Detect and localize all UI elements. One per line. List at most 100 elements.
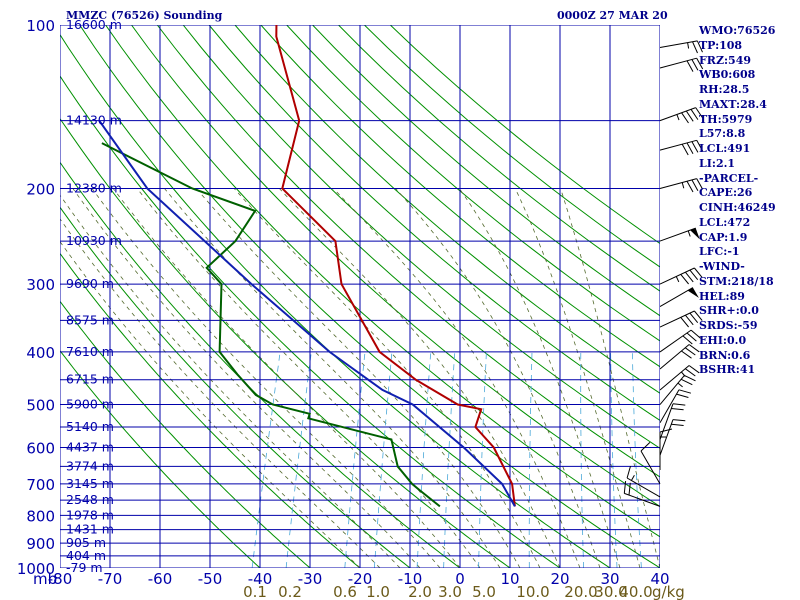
temperature-line (275, 25, 516, 507)
chart-title: MMZC (76526) Sounding (66, 9, 223, 22)
height-label: 10930 m (66, 233, 122, 248)
moist-adiabat (514, 188, 641, 568)
height-label: 8575 m (66, 312, 114, 327)
height-label: 1978 m (66, 507, 114, 522)
barb-feather (690, 109, 699, 120)
height-label: 5900 m (66, 397, 114, 412)
moist-adiabat (333, 188, 581, 568)
height-label: 4437 m (66, 440, 114, 455)
barb-feather (686, 180, 694, 193)
temperature-tick-label: -70 (98, 570, 123, 588)
wind-barb (659, 428, 673, 471)
wind-barb (659, 329, 701, 353)
parameter-item: BRN:0.6 (699, 348, 751, 362)
barb-feather (691, 141, 699, 153)
height-label: 12380 m (66, 180, 122, 195)
plot-background-lines (60, 25, 660, 568)
wind-barb (659, 310, 703, 328)
parameter-item: LFC:-1 (699, 245, 740, 259)
barb-feather (689, 312, 699, 324)
parameter-item: SRDS:-59 (699, 319, 758, 332)
barb-feather (688, 365, 700, 374)
wind-barb (659, 178, 704, 193)
barb-feather (680, 274, 689, 285)
pressure-tick-label: 200 (26, 180, 55, 198)
barb-feather (682, 335, 693, 345)
dry-adiabat (105, 25, 660, 538)
mixing-ratio-line (344, 351, 366, 568)
mixing-ratio-label: 20.0 (564, 583, 597, 600)
sounding-time: 0000Z 27 MAR 20 (557, 9, 668, 22)
moist-adiabat (60, 218, 381, 568)
barb-feather (684, 374, 696, 382)
mixing-ratio-line (374, 351, 393, 568)
wind-barb (626, 465, 661, 498)
barb-feather (691, 59, 699, 71)
parameter-item: LI:2.1 (699, 156, 736, 170)
moist-adiabat (233, 188, 541, 568)
mixing-ratio-label: 2.0 (408, 583, 432, 600)
wind-barb (659, 287, 699, 307)
parameter-item: FRZ:549 (699, 53, 752, 67)
moist-adiabat (136, 188, 481, 568)
parameter-item: -WIND- (699, 260, 745, 273)
barb-feather (688, 344, 700, 353)
barb-feather (689, 269, 699, 281)
wind-barb (659, 365, 700, 391)
mixing-ratio-line (251, 351, 281, 568)
moist-adiabat (60, 240, 361, 568)
parameter-item: CINH:46249 (699, 201, 776, 214)
barb-feather (681, 112, 689, 124)
pressure-tick-label: 100 (26, 17, 55, 35)
pressure-tick-label: 700 (26, 476, 55, 494)
barb-feather (678, 389, 692, 394)
temperature-tick-label: -80 (48, 570, 73, 588)
parameter-item: CAP:1.9 (699, 230, 748, 244)
dry-adiabat (131, 25, 660, 508)
height-label: 9690 m (66, 276, 114, 291)
mixing-ratio-label: 1.0 (366, 583, 390, 600)
height-label: 1431 m (66, 522, 114, 537)
barb-feather (626, 465, 631, 479)
barb-feather (680, 317, 689, 328)
pressure-tick-label: 500 (26, 397, 55, 415)
height-label: 14130 m (66, 113, 122, 128)
wind-barb (659, 389, 692, 423)
wind-barb (659, 374, 696, 405)
moist-adiabat (72, 188, 421, 568)
parameter-item: RH:28.5 (699, 83, 750, 96)
barb-feather (696, 140, 704, 152)
parameter-item: L57:8.8 (699, 127, 746, 141)
parameter-item: -PARCEL- (699, 171, 759, 185)
barb-feather (686, 142, 694, 154)
temperature-tick-label: 10 (500, 570, 519, 588)
pressure-tick-label: 600 (26, 440, 55, 458)
barb-feather (672, 419, 686, 422)
parameter-item: TP:108 (699, 38, 743, 52)
temperature-tick-label: -50 (198, 570, 223, 588)
wind-barb (659, 227, 700, 242)
height-label: 404 m (66, 548, 106, 563)
barb-staff (659, 365, 690, 391)
barb-feather (696, 57, 704, 70)
parameter-item: CAPE:26 (699, 186, 753, 200)
parameter-item: WMO:76526 (699, 24, 776, 37)
barb-feather (690, 329, 701, 339)
barb-feather (640, 442, 651, 452)
mixing-ratio-label: 3.0 (438, 583, 462, 600)
barb-feather (696, 178, 704, 190)
height-label: 2548 m (66, 492, 114, 507)
wind-barb (659, 139, 704, 156)
barb-half-feather (676, 114, 680, 121)
parameter-item: EHI:0.0 (699, 333, 747, 347)
barb-feather (686, 60, 694, 72)
wind-barb (659, 344, 700, 370)
pressure-tick-label: 400 (26, 344, 55, 362)
barb-half-feather (681, 182, 685, 189)
height-label: 16600 m (66, 17, 122, 32)
barb-feather (694, 267, 703, 278)
barb-feather (681, 143, 689, 156)
barb-half-feather (687, 42, 690, 49)
